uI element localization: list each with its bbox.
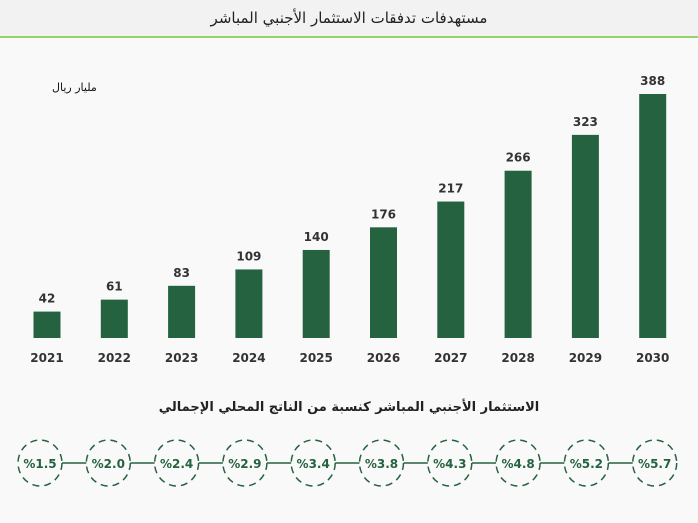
gdp-share-circle — [563, 439, 610, 487]
data-label: 266 — [506, 151, 531, 165]
gdp-share-title: الاستثمار الأجنبي المباشر كنسبة من النات… — [158, 400, 540, 415]
bar — [370, 227, 397, 338]
data-label: 323 — [573, 115, 598, 129]
x-tick-label: 2025 — [299, 351, 332, 365]
data-label: 388 — [640, 74, 665, 88]
bar — [639, 94, 667, 338]
bar — [437, 201, 465, 338]
gdp-share-value: %2.9 — [228, 457, 261, 471]
page-title: مستهدفات تدفقات الاستثمار الأجنبي المباش… — [210, 9, 488, 27]
gdp-share-circle — [631, 439, 678, 487]
x-tick-label: 2027 — [434, 351, 467, 365]
gdp-share-value: %4.3 — [433, 457, 466, 471]
gdp-share-value: %1.5 — [23, 457, 56, 471]
data-label: 61 — [106, 280, 123, 294]
x-tick-label: 2021 — [30, 351, 63, 365]
x-tick-label: 2029 — [569, 351, 602, 365]
y-axis-unit-label: مليار ريال — [52, 81, 97, 94]
x-tick-label: 2024 — [232, 351, 265, 365]
bar — [235, 269, 263, 338]
data-label: 176 — [371, 207, 396, 221]
gdp-share-value: %4.8 — [501, 457, 534, 471]
gdp-share-circle — [153, 439, 200, 487]
bar — [504, 170, 532, 338]
data-label: 109 — [236, 249, 261, 263]
gdp-share-circle — [427, 439, 473, 487]
gdp-share-circle — [222, 439, 268, 487]
x-tick-label: 2030 — [636, 351, 669, 365]
x-tick-label: 2026 — [367, 351, 400, 365]
gdp-share-circle — [85, 439, 132, 487]
x-tick-label: 2023 — [165, 351, 198, 365]
data-label: 42 — [39, 292, 56, 306]
bar — [168, 285, 196, 338]
gdp-share-circle — [358, 439, 405, 487]
bar — [33, 311, 61, 338]
gdp-share-circle — [495, 439, 541, 487]
gdp-share-value: %3.8 — [365, 457, 398, 471]
data-label: 83 — [173, 266, 190, 280]
gdp-share-value: %5.2 — [570, 457, 603, 471]
data-label: 140 — [304, 230, 329, 244]
data-label: 217 — [438, 182, 463, 196]
bar — [302, 249, 330, 338]
header: مستهدفات تدفقات الاستثمار الأجنبي المباش… — [0, 0, 698, 38]
bar — [100, 299, 128, 338]
gdp-share-circle — [290, 439, 336, 487]
x-tick-label: 2022 — [98, 351, 131, 365]
x-tick-label: 2028 — [501, 351, 534, 365]
gdp-share-value: %5.7 — [638, 457, 671, 471]
gdp-share-value: %3.4 — [297, 457, 330, 471]
gdp-share-value: %2.0 — [92, 457, 125, 471]
bar — [571, 134, 599, 338]
gdp-share-circle — [17, 439, 63, 487]
gdp-share-value: %2.4 — [160, 457, 193, 471]
